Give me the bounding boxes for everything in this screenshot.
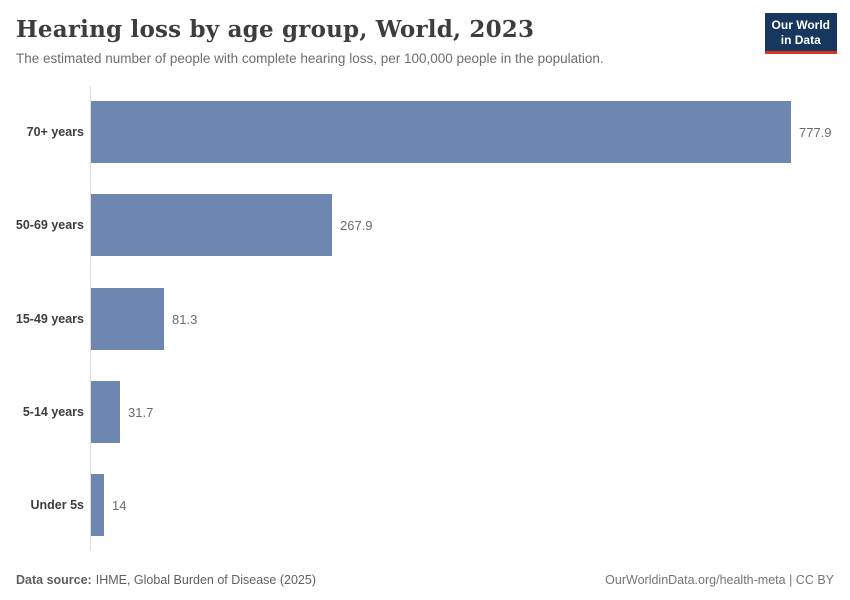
bar-row: 50-69 years 267.9 bbox=[0, 194, 850, 256]
bar[interactable] bbox=[91, 474, 104, 536]
category-label: Under 5s bbox=[30, 498, 85, 512]
category-label: 5-14 years bbox=[22, 405, 84, 419]
value-label: 31.7 bbox=[128, 404, 154, 420]
category-label: 50-69 years bbox=[15, 218, 84, 232]
bar[interactable] bbox=[91, 101, 791, 163]
bar[interactable] bbox=[91, 381, 120, 443]
bar-row: 15-49 years 81.3 bbox=[0, 288, 850, 350]
bar[interactable] bbox=[91, 194, 332, 256]
attribution-link[interactable]: OurWorldinData.org/health-meta bbox=[605, 573, 786, 587]
value-label: 267.9 bbox=[340, 217, 373, 233]
chart-header: Hearing loss by age group, World, 2023 T… bbox=[0, 13, 850, 66]
chart-title: Hearing loss by age group, World, 2023 bbox=[16, 16, 535, 43]
bar-row: 5-14 years 31.7 bbox=[0, 381, 850, 443]
data-source-value: IHME, Global Burden of Disease (2025) bbox=[95, 573, 316, 587]
chart-footer: Data source: IHME, Global Burden of Disea… bbox=[16, 573, 834, 587]
owid-logo-line1: Our World bbox=[771, 18, 830, 32]
bar-row: Under 5s 14 bbox=[0, 474, 850, 536]
bar-row: 70+ years 777.9 bbox=[0, 101, 850, 163]
value-label: 14 bbox=[112, 497, 127, 513]
owid-logo[interactable]: Our World in Data bbox=[764, 13, 837, 55]
bar[interactable] bbox=[91, 288, 164, 350]
category-label: 15-49 years bbox=[15, 312, 84, 326]
attribution: OurWorldinData.org/health-meta | CC BY bbox=[605, 573, 834, 587]
owid-logo-line2: in Data bbox=[780, 32, 821, 47]
attribution-separator: | bbox=[785, 573, 796, 587]
value-label: 777.9 bbox=[799, 124, 832, 140]
value-label: 81.3 bbox=[172, 311, 198, 327]
chart-subtitle: The estimated number of people with comp… bbox=[16, 51, 604, 66]
data-source: Data source: IHME, Global Burden of Disea… bbox=[16, 573, 316, 587]
y-axis-line bbox=[90, 86, 91, 551]
category-label: 70+ years bbox=[26, 125, 84, 139]
license-label: CC BY bbox=[795, 573, 834, 587]
data-source-label: Data source: bbox=[16, 573, 92, 587]
